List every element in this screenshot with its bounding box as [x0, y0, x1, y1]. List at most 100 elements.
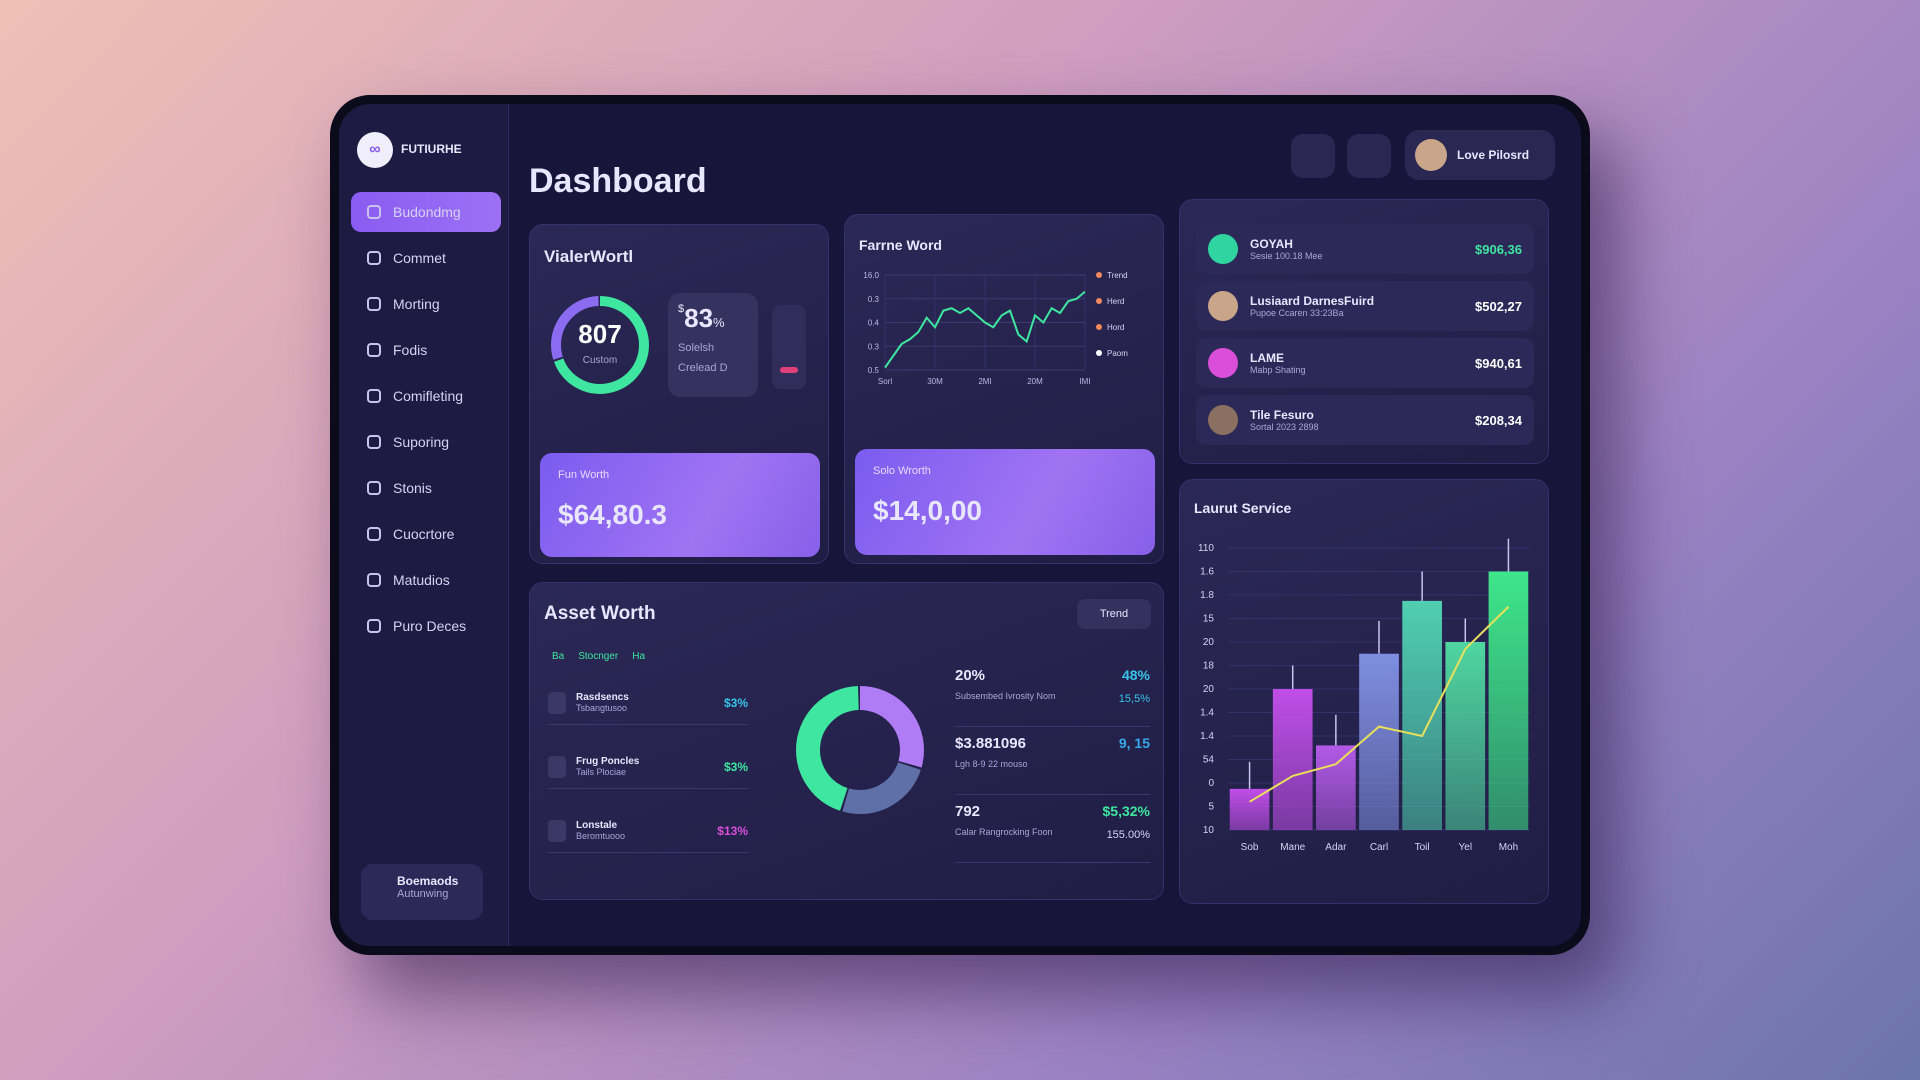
nav-item[interactable]: Fodis	[351, 330, 501, 370]
nav-item[interactable]: Stonis	[351, 468, 501, 508]
nav-item[interactable]: Matudios	[351, 560, 501, 600]
card-title: Farrne Word	[859, 237, 942, 253]
stat-prefix: $	[678, 303, 685, 315]
y-label: 15	[1203, 614, 1215, 625]
avatar	[1415, 139, 1447, 171]
y-label: 0.4	[868, 319, 880, 328]
stat-unit: %	[713, 315, 725, 330]
bar	[1488, 571, 1529, 830]
footer-title: Boemaods	[397, 874, 459, 888]
asset-icon	[548, 691, 566, 714]
icon-button[interactable]	[1347, 134, 1391, 178]
y-label: 1.4	[1200, 731, 1214, 742]
card-title: VialerWortl	[544, 247, 634, 266]
stat-label: Subsembed Ivrosity Nom	[955, 691, 1056, 701]
nav-label: Suporing	[393, 434, 450, 450]
card-title: Asset Worth	[544, 603, 656, 624]
avatar	[1208, 348, 1238, 378]
nav-item[interactable]: Suporing	[351, 422, 501, 462]
nav-label: Budondmg	[393, 204, 461, 220]
y-label: 18	[1203, 661, 1215, 672]
legend-item: Ha	[632, 651, 646, 662]
asset-row: Frug Poncles Tails Plociae $3%	[548, 745, 748, 789]
worth-card: Fun Worth $64,80.3	[540, 453, 820, 557]
nav-label: Comifleting	[393, 388, 464, 404]
user-chip[interactable]: Love Pilosrd	[1405, 130, 1555, 180]
person-detail: Pupoe Ccaren 33:23Ba	[1250, 308, 1344, 318]
worth-label: Fun Worth	[558, 469, 610, 481]
person-detail: Sortal 2023 2898	[1250, 422, 1319, 432]
people-card: GOYAH Sesie 100.18 Mee $906,36 Lusiaard Dar…	[1179, 199, 1549, 464]
worth-card: Solo Wrorth $14,0,00	[855, 449, 1155, 555]
icon-button[interactable]	[1291, 134, 1335, 178]
avatar	[1208, 405, 1238, 435]
stat: $3.881096 9, 15 Lgh 8-9 22 mouso	[955, 735, 1150, 795]
person-row: Lusiaard DarnesFuird Pupoe Ccaren 33:23Ba…	[1196, 281, 1534, 331]
nav-icon	[367, 389, 381, 403]
nav-item[interactable]: Cuocrtore	[351, 514, 501, 554]
bar	[1445, 642, 1486, 830]
trend-button[interactable]: Trend	[1077, 599, 1151, 629]
nav-icon	[367, 205, 381, 219]
asset-name: Lonstale	[576, 820, 618, 831]
asset-value: $13%	[717, 823, 748, 838]
person-amount: $940,61	[1475, 355, 1522, 371]
nav-label: Cuocrtore	[393, 526, 455, 542]
worth-amount: $64,80.3	[558, 499, 667, 530]
donut	[796, 686, 924, 814]
bar	[1402, 600, 1442, 830]
nav-label: Matudios	[393, 572, 450, 588]
stat-box: $83% Solelsh Crelead D	[668, 293, 758, 397]
line	[884, 290, 1086, 369]
legend-dot	[1096, 324, 1102, 330]
trend-line	[1249, 606, 1510, 803]
y-label: 0.3	[868, 342, 880, 351]
legend-label: Paom	[1107, 349, 1128, 358]
legend-item: Ba	[552, 651, 565, 662]
x-label: Moh	[1499, 842, 1518, 853]
device: ∞ FUTIURHE Boemaods Autunwing Budondmg Co…	[330, 95, 1590, 955]
sidebar: ∞ FUTIURHE Boemaods Autunwing Budondmg Co…	[339, 104, 509, 946]
brand: FUTIURHE	[401, 142, 462, 156]
y-label: 54	[1203, 755, 1215, 766]
x-label: 2MI	[978, 377, 991, 386]
y-label: 16.0	[863, 271, 879, 280]
legend-label: Herd	[1107, 297, 1124, 306]
ring-segment	[551, 296, 649, 394]
x-label: IMI	[1079, 377, 1090, 386]
nav-item[interactable]: Comifleting	[351, 376, 501, 416]
user-name: Love Pilosrd	[1457, 148, 1530, 162]
asset-row: Lonstale Beromtuooo $13%	[548, 809, 748, 853]
brand-logo: ∞	[357, 132, 393, 168]
footer-subtitle: Autunwing	[397, 888, 449, 900]
bar	[1229, 788, 1270, 830]
nav-label: Puro Deces	[393, 618, 467, 634]
asset-icon	[548, 819, 566, 842]
nav-item[interactable]: Commet	[351, 238, 501, 278]
person-text: LAME Mabp Shating	[1250, 351, 1463, 375]
avatar	[1208, 234, 1238, 264]
stat-value: 83	[684, 303, 714, 333]
page-title: Dashboard	[529, 162, 707, 200]
asset-name: Rasdsencs	[576, 692, 629, 703]
nav-icon	[367, 481, 381, 495]
bar-chart: 110 1.6 1.8 15 20 18 20 1.4 1.4 54 0 5 10 Sob Mane Adar…	[1198, 538, 1530, 853]
person-name: GOYAH	[1250, 237, 1293, 251]
x-label: Adar	[1325, 842, 1347, 853]
stat-right2: 155.00%	[1106, 829, 1150, 841]
nav-item[interactable]: Puro Deces	[351, 606, 501, 646]
line-card: Farrne Word 16.0 0.3 0.4 0.3 0.5 Sorl 30M 2MI 20…	[844, 214, 1164, 564]
stat-right: $5,32%	[1102, 803, 1150, 819]
nav-icon	[367, 251, 381, 265]
stat: 20% 48% Subsembed Ivrosity Nom 15,5%	[955, 667, 1150, 727]
y-label: 1.4	[1200, 708, 1214, 719]
stat-right: 9, 15	[1118, 735, 1150, 751]
footer-button[interactable]: Boemaods Autunwing	[361, 864, 483, 920]
asset-text: Frug Poncles Tails Plociae	[576, 756, 714, 777]
asset-detail: Beromtuooo	[576, 831, 626, 841]
nav-item[interactable]: Morting	[351, 284, 501, 324]
y-label: 0	[1208, 778, 1214, 789]
nav-item[interactable]: Budondmg	[351, 192, 501, 232]
x-label: Carl	[1370, 842, 1388, 853]
